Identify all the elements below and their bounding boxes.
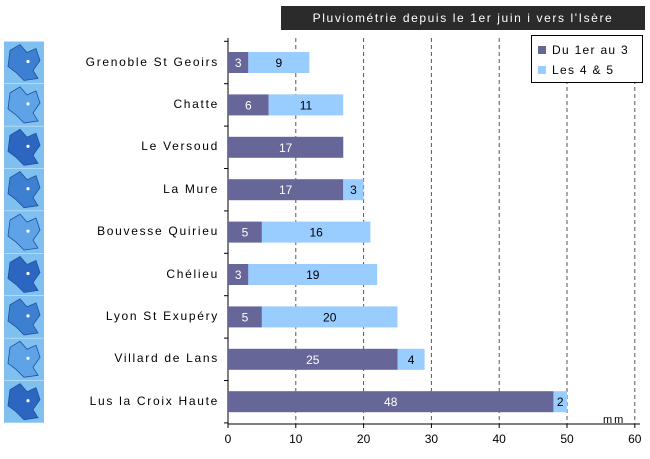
category-label: Grenoble St Geoirs: [85, 54, 219, 69]
bar-segment-series-2: [261, 306, 398, 328]
x-axis-tick-label: 0: [224, 432, 232, 446]
map-point-icon: [26, 187, 30, 191]
bar-segment-series-2: [268, 94, 344, 116]
category-label: Bouvesse Quirieu: [97, 224, 219, 239]
bar-segment-series-1: [228, 94, 269, 116]
bar-segment-series-2: [261, 221, 371, 243]
bar-segment-series-1: [228, 348, 398, 370]
map-point-icon: [26, 59, 30, 64]
x-axis-tick-label: 50: [560, 432, 574, 446]
map-point-icon: [26, 229, 30, 233]
data-label: 3: [235, 268, 242, 282]
legend-label-series-2: Les 4 & 5: [552, 63, 615, 77]
data-label: 6: [245, 98, 252, 112]
data-label: 20: [323, 310, 337, 324]
data-label: 17: [279, 141, 293, 155]
isere-map-icon: [7, 298, 41, 336]
category-label: Chatte: [173, 96, 219, 111]
map-point-icon: [26, 356, 30, 360]
data-label: 17: [279, 183, 293, 197]
bar-segment-series-1: [228, 264, 249, 285]
map-point-icon: [26, 271, 30, 276]
legend-item-series-2: Les 4 & 5: [538, 63, 614, 77]
map-point-icon: [26, 102, 30, 106]
bar-segment-series-1: [228, 179, 344, 201]
x-axis-unit-label: mm: [603, 414, 626, 426]
x-axis-tick-label: 20: [356, 432, 371, 446]
data-label: 19: [306, 268, 320, 282]
legend-swatch-series-2: [538, 66, 546, 74]
data-label: 48: [384, 395, 398, 409]
data-label: 4: [408, 353, 415, 367]
bar-segment-series-2: [397, 348, 425, 370]
legend-item-series-1: Du 1er au 3: [538, 43, 629, 57]
x-axis-tick-label: 40: [492, 432, 506, 446]
data-label: 25: [306, 353, 320, 367]
map-point-icon: [26, 144, 30, 148]
data-label: 11: [300, 98, 313, 112]
data-label: 5: [242, 310, 249, 324]
data-label: 16: [309, 226, 323, 240]
data-label: 9: [276, 56, 283, 70]
bar-segment-series-1: [228, 221, 262, 243]
x-axis-tick-label: 60: [628, 432, 642, 446]
data-label: 3: [350, 183, 357, 197]
isere-map-icon: [7, 86, 41, 124]
category-label: Chélieu: [166, 266, 219, 281]
isere-map-icon: [7, 171, 41, 209]
map-point-icon: [26, 399, 30, 403]
bar-segment-series-2: [248, 52, 310, 73]
bar-segment-series-1: [228, 136, 344, 158]
isere-map-icon: [7, 213, 41, 251]
isere-map-icon: [7, 255, 41, 293]
legend: Du 1er au 3 Les 4 & 5: [531, 35, 643, 83]
data-label: 2: [557, 395, 564, 409]
bar-segment-series-2: [553, 391, 567, 413]
bar-segment-series-2: [248, 264, 378, 285]
x-axis-tick-label: 30: [424, 432, 439, 446]
data-label: 3: [235, 56, 242, 70]
bar-segment-series-1: [228, 391, 554, 413]
map-point-icon: [26, 314, 30, 318]
legend-swatch-series-1: [538, 46, 546, 54]
category-label: Lyon St Exupéry: [105, 308, 219, 323]
isere-map-icon: [7, 340, 41, 378]
bar-segment-series-1: [228, 306, 262, 328]
category-label: Le Versoud: [141, 139, 219, 154]
category-label: La Mure: [163, 181, 219, 196]
chart-title: Pluviométrie depuis le 1er juin i vers l…: [281, 6, 645, 30]
data-label: 5: [242, 226, 249, 240]
isere-map-icon: [7, 383, 41, 421]
bar-segment-series-1: [228, 52, 249, 73]
category-label: Lus la Croix Haute: [89, 393, 219, 408]
x-axis-tick-label: 10: [289, 432, 303, 446]
category-label: Villard de Lans: [114, 351, 219, 366]
bar-segment-series-2: [343, 179, 364, 201]
legend-label-series-1: Du 1er au 3: [552, 43, 630, 57]
isere-map-icon: [7, 128, 41, 166]
isere-map-icon: [7, 43, 41, 81]
